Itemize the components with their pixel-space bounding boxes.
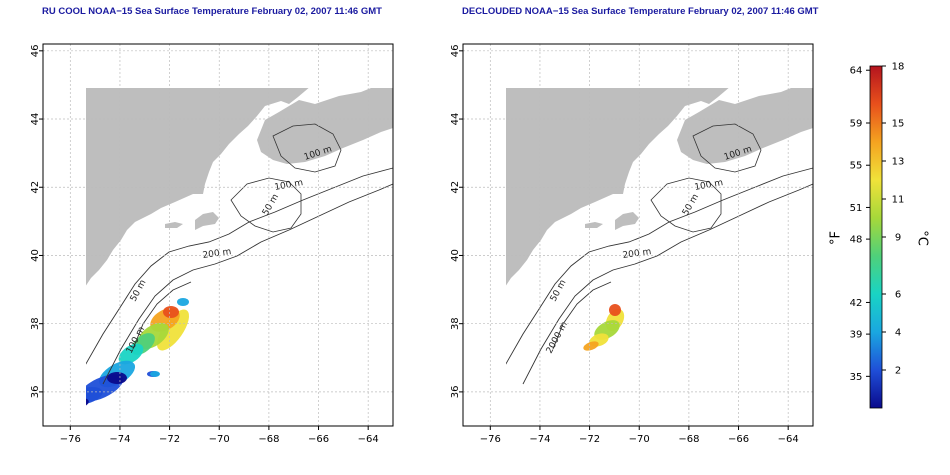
- sst-patch: [150, 371, 160, 377]
- sst-patch: [177, 298, 189, 306]
- fahrenheit-tick-label: 55: [850, 161, 863, 172]
- bathymetry-contour: [86, 167, 394, 365]
- contour-label: 200 m: [202, 247, 232, 261]
- lon-tick-label: −66: [728, 434, 749, 445]
- bathymetry-contour: [692, 123, 762, 173]
- temperature-colorbar: 2 4 6 9 11 13 15 18 35 39 42 48 51 55 59 64 °F °C: [829, 62, 930, 409]
- lon-tick-label: −72: [159, 434, 180, 445]
- sst-patch: [163, 306, 179, 318]
- celsius-tick-label: 18: [892, 62, 905, 73]
- map-frame: [42, 43, 394, 427]
- bathymetry-contour: [230, 177, 302, 233]
- sst-patch: [156, 309, 190, 351]
- lon-tick-label: −76: [60, 434, 81, 445]
- sst-patch: [86, 386, 103, 406]
- bathymetry-contour: [522, 183, 814, 385]
- celsius-tick-label: 11: [892, 195, 905, 206]
- lat-tick-label: 44: [450, 113, 461, 126]
- lon-tick-label: −64: [358, 434, 379, 445]
- sst-patch: [609, 304, 621, 316]
- lat-tick-label: 38: [450, 317, 461, 330]
- lon-tick-label: −68: [678, 434, 699, 445]
- bathymetry-contour: [506, 167, 814, 365]
- fahrenheit-tick-label: 35: [850, 372, 863, 383]
- sst-patch: [118, 343, 144, 365]
- celsius-tick-label: 9: [895, 233, 901, 244]
- sst-patch: [583, 341, 599, 351]
- contour-label: 100 m: [694, 178, 724, 193]
- bathymetry-contour: [552, 281, 612, 350]
- fahrenheit-tick-label: 64: [850, 66, 863, 77]
- lon-tick-label: −72: [579, 434, 600, 445]
- lon-tick-label: −76: [480, 434, 501, 445]
- fahrenheit-tick-label: 48: [850, 235, 863, 246]
- celsius-tick-label: 6: [895, 290, 901, 301]
- celsius-axis-label: °C: [915, 230, 930, 246]
- bathymetry-contour: [650, 177, 722, 233]
- map-frame: [462, 43, 814, 427]
- lat-tick-label: 44: [30, 113, 41, 126]
- lat-tick-label: 46: [450, 44, 461, 57]
- sst-patch: [107, 372, 127, 384]
- fahrenheit-tick-label: 39: [850, 330, 863, 341]
- bathymetry-contour: [272, 123, 342, 173]
- left-panel-title: RU COOL NOAA−15 Sea Surface Temperature …: [42, 6, 382, 17]
- fahrenheit-tick-label: 42: [850, 298, 863, 309]
- lon-tick-label: −66: [308, 434, 329, 445]
- lon-tick-label: −70: [209, 434, 230, 445]
- lat-tick-label: 36: [450, 386, 461, 399]
- colorbar-gradient: [869, 65, 883, 409]
- land-mass: [677, 88, 813, 164]
- land-mass: [195, 212, 219, 230]
- celsius-tick-label: 15: [892, 119, 905, 130]
- celsius-tick-label: 2: [895, 366, 901, 377]
- bay-water: [86, 339, 91, 374]
- contour-label: 200 m: [622, 247, 652, 261]
- celsius-tick-label: 13: [892, 157, 905, 168]
- bathymetry-contour: [102, 183, 394, 385]
- lon-tick-label: −68: [258, 434, 279, 445]
- land-mass: [86, 88, 309, 286]
- contour-label: 100 m: [274, 178, 304, 193]
- lat-tick-label: 42: [450, 181, 461, 194]
- bathymetry-contour: [132, 281, 192, 350]
- fahrenheit-tick-label: 51: [850, 203, 863, 214]
- lat-tick-label: 42: [30, 181, 41, 194]
- bay-water: [506, 339, 511, 374]
- celsius-tick-label: 4: [895, 328, 901, 339]
- lon-tick-label: −70: [629, 434, 650, 445]
- land-mass: [257, 88, 393, 164]
- lat-tick-label: 40: [30, 249, 41, 262]
- lat-tick-label: 40: [450, 249, 461, 262]
- land-mass: [165, 222, 183, 228]
- lon-tick-label: −74: [529, 434, 550, 445]
- fahrenheit-axis-label: °F: [829, 231, 844, 245]
- land-mass: [585, 222, 603, 228]
- land-mass: [615, 212, 639, 230]
- lat-tick-label: 46: [30, 44, 41, 57]
- lat-tick-label: 36: [30, 386, 41, 399]
- lon-tick-label: −74: [109, 434, 130, 445]
- land-mass: [506, 88, 729, 286]
- lat-tick-label: 38: [30, 317, 41, 330]
- lon-tick-label: −64: [778, 434, 799, 445]
- fahrenheit-tick-label: 59: [850, 119, 863, 130]
- right-panel-title: DECLOUDED NOAA−15 Sea Surface Temperatur…: [462, 6, 819, 17]
